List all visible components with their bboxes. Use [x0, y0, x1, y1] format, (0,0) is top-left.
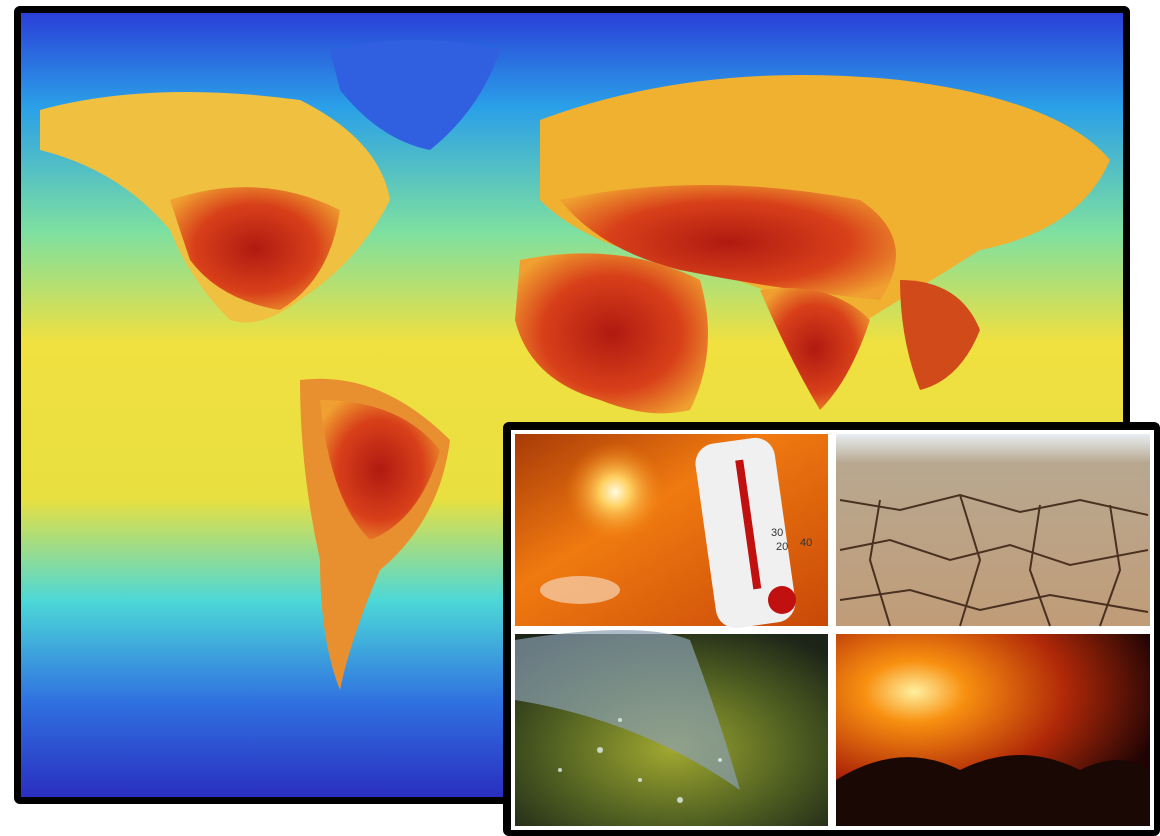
thermometer-label: 20: [776, 541, 788, 553]
thermometer-label: 40: [800, 537, 812, 549]
drought-panel: [836, 434, 1150, 627]
rain-panel: [515, 630, 828, 826]
heat-panel: [515, 434, 828, 629]
fire-panel: [836, 634, 1150, 826]
thermometer-labels: 20 30 40: [771, 527, 812, 553]
thermometer-label: 30: [771, 527, 783, 539]
